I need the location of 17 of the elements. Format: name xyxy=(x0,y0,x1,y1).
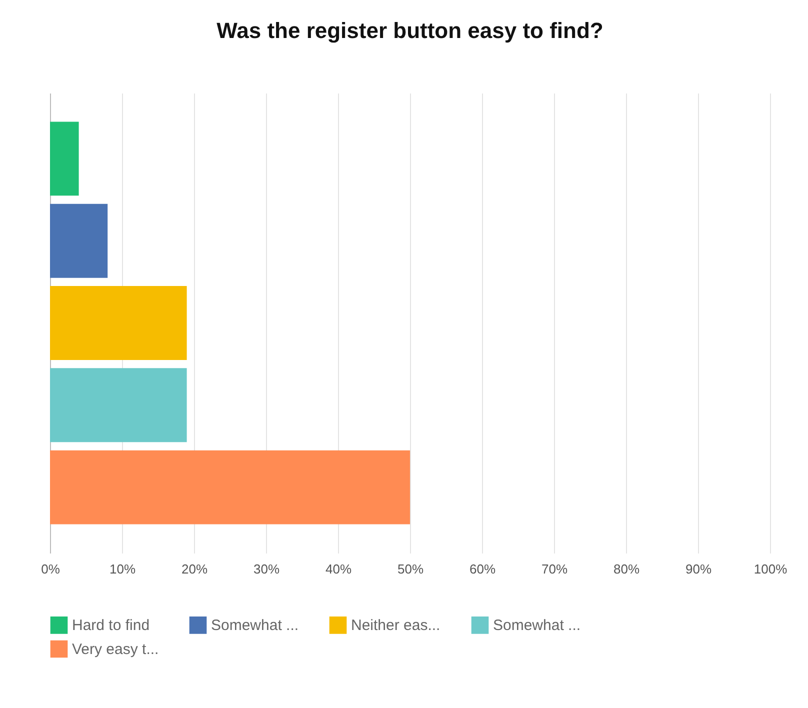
legend-label: Hard to find xyxy=(72,617,150,634)
x-tick-label: 90% xyxy=(685,562,712,576)
x-tick-label: 30% xyxy=(253,562,280,576)
x-tick-label: 50% xyxy=(397,562,424,576)
x-tick-label: 10% xyxy=(109,562,136,576)
legend-label: Very easy t... xyxy=(72,641,159,658)
legend-label: Somewhat ... xyxy=(493,617,581,634)
x-tick-label: 20% xyxy=(181,562,208,576)
x-tick-label: 60% xyxy=(469,562,496,576)
legend-label: Neither eas... xyxy=(351,617,440,634)
legend-label: Somewhat ... xyxy=(211,617,299,634)
x-tick-label: 0% xyxy=(41,562,60,576)
x-tick-label: 100% xyxy=(754,562,788,576)
x-tick-label: 40% xyxy=(325,562,352,576)
x-tick-label: 80% xyxy=(613,562,640,576)
chart-title: Was the register button easy to find? xyxy=(216,18,604,43)
x-tick-label: 70% xyxy=(541,562,568,576)
